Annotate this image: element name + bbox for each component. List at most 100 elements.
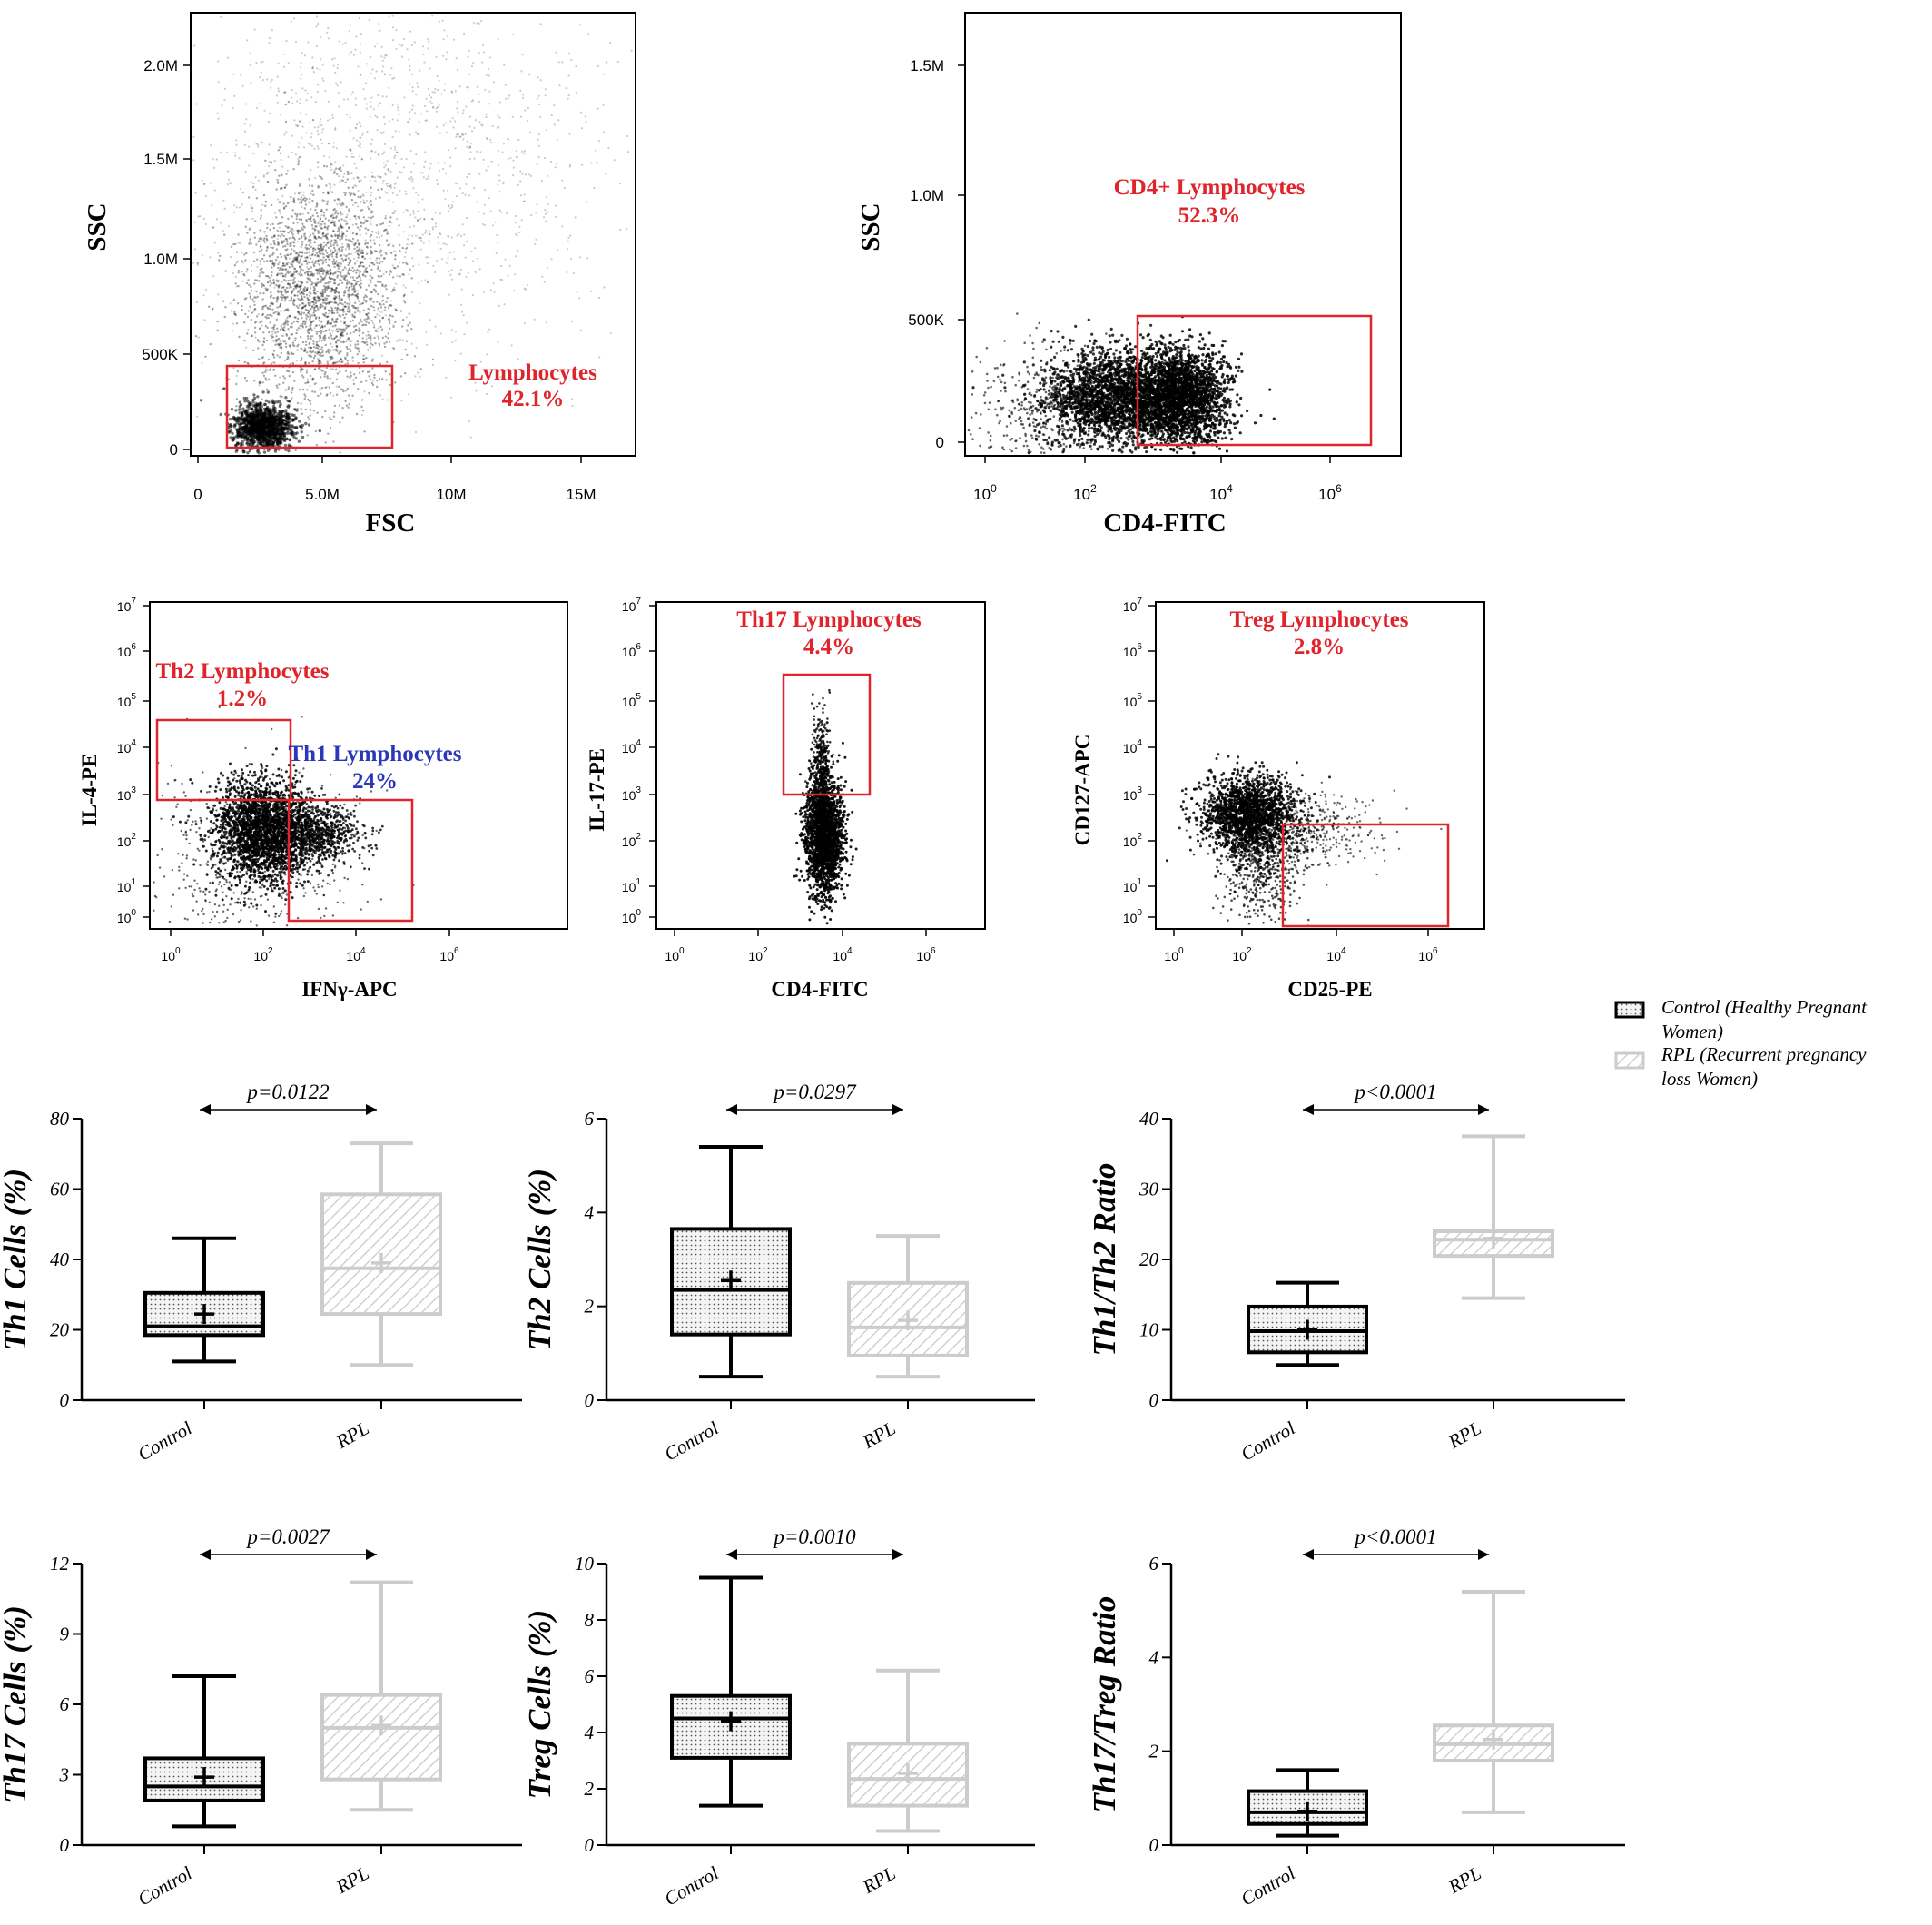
event-dot	[386, 230, 389, 232]
event-dot	[359, 146, 361, 149]
event-dot	[292, 17, 296, 20]
event-dot	[359, 228, 361, 231]
event-dot	[468, 194, 471, 197]
event-dot	[226, 151, 229, 154]
event-dot	[450, 236, 453, 239]
event-dot	[278, 305, 281, 309]
event-dot	[293, 267, 296, 270]
event-dot	[428, 240, 430, 242]
event-dot	[259, 321, 261, 324]
event-dot	[216, 321, 219, 323]
event-dot	[308, 342, 310, 346]
event-dot	[266, 275, 269, 278]
event-dot	[316, 272, 319, 275]
event-dot	[536, 203, 538, 206]
event-dot	[241, 260, 243, 262]
event-dot	[301, 263, 304, 266]
event-dot	[360, 74, 362, 76]
event-dot	[311, 247, 315, 250]
event-dot	[439, 212, 441, 215]
event-dot	[419, 248, 422, 251]
event-dot	[243, 429, 247, 432]
event-dot	[251, 207, 254, 210]
event-dot	[506, 212, 508, 215]
event-dot	[329, 190, 331, 192]
event-dot	[419, 236, 422, 240]
event-dot	[296, 329, 299, 331]
event-dot	[516, 156, 519, 159]
event-dot	[425, 177, 428, 180]
event-dot	[383, 166, 386, 169]
event-dot	[287, 386, 291, 389]
event-dot	[358, 247, 361, 250]
event-dot	[370, 337, 372, 340]
event-dot	[411, 104, 414, 107]
event-dot	[378, 232, 380, 235]
event-dot	[394, 154, 397, 157]
event-dot	[238, 157, 241, 160]
event-dot	[229, 302, 232, 305]
event-dot	[466, 175, 468, 178]
event-dot	[287, 357, 290, 360]
event-dot	[288, 374, 291, 378]
event-dot	[223, 315, 226, 319]
event-dot	[263, 241, 267, 243]
event-dot	[307, 416, 310, 419]
event-dot	[534, 242, 537, 245]
event-dot	[273, 160, 276, 163]
event-dot	[249, 227, 251, 230]
event-dot	[354, 328, 358, 331]
event-dot	[356, 260, 359, 262]
event-dot	[272, 282, 275, 285]
event-dot	[260, 300, 262, 302]
event-dot	[258, 280, 261, 282]
event-dot	[301, 205, 303, 208]
event-dot	[331, 220, 334, 222]
event-dot	[297, 232, 300, 235]
event-dot	[295, 123, 298, 127]
event-dot	[313, 235, 316, 238]
event-dot	[307, 273, 310, 276]
event-dot	[365, 191, 368, 193]
event-dot	[317, 147, 320, 150]
event-dot	[553, 123, 557, 126]
event-dot	[254, 188, 257, 191]
event-dot	[437, 162, 439, 164]
event-dot	[301, 243, 304, 246]
event-dot	[301, 306, 305, 309]
event-dot	[370, 143, 372, 146]
event-dot	[335, 242, 338, 244]
event-dot	[377, 94, 380, 97]
event-dot	[381, 295, 384, 298]
event-dot	[330, 356, 332, 359]
event-dot	[274, 339, 278, 341]
event-dot	[461, 192, 464, 195]
event-dot	[313, 241, 316, 243]
event-dot	[359, 51, 361, 54]
event-dot	[249, 64, 251, 66]
event-dot	[448, 252, 451, 254]
event-dot	[262, 260, 266, 263]
event-dot	[300, 370, 302, 373]
event-dot	[290, 425, 294, 429]
event-dot	[326, 362, 330, 366]
event-dot	[332, 349, 335, 351]
event-dot	[251, 210, 254, 212]
event-dot	[328, 264, 331, 268]
event-dot	[391, 104, 394, 107]
event-dot	[518, 138, 520, 142]
event-dot	[543, 156, 547, 160]
event-dot	[242, 84, 244, 87]
event-dot	[310, 314, 314, 317]
event-dot	[286, 316, 289, 319]
event-dot	[239, 422, 243, 426]
event-dot	[603, 73, 606, 75]
event-dot	[501, 151, 504, 153]
event-dot	[340, 265, 342, 268]
event-dot	[537, 138, 539, 141]
event-dot	[274, 400, 277, 402]
event-dot	[241, 271, 243, 273]
event-dot	[241, 252, 243, 254]
event-dot	[275, 335, 278, 338]
event-dot	[269, 279, 271, 281]
